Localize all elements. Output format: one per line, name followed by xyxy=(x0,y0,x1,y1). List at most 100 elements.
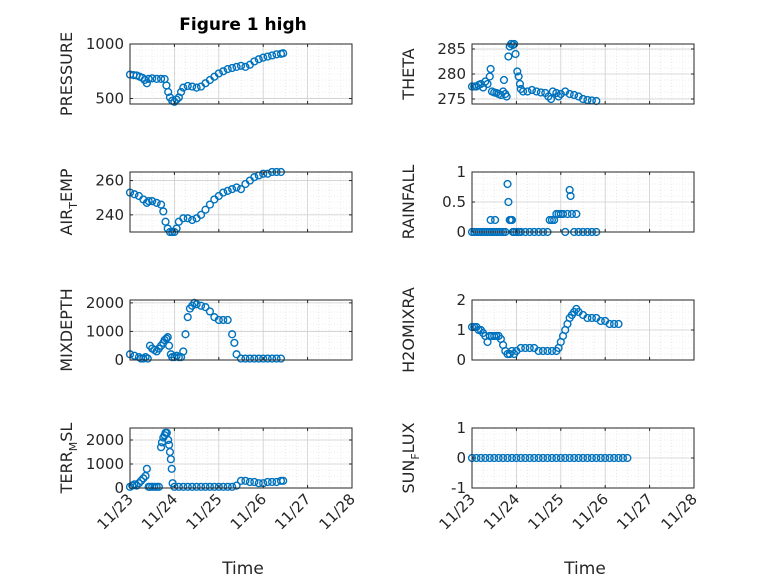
data-point xyxy=(574,92,583,101)
data-point xyxy=(241,476,250,485)
data-point xyxy=(201,205,210,214)
data-point xyxy=(523,87,532,96)
data-point xyxy=(156,443,166,452)
y-axis-label: RAINFALL xyxy=(399,165,418,240)
data-point xyxy=(219,67,228,76)
data-point xyxy=(181,330,190,339)
data-point xyxy=(179,83,188,92)
data-point xyxy=(609,319,619,329)
data-point xyxy=(516,453,525,463)
data-point xyxy=(499,75,509,85)
data-point xyxy=(578,453,588,463)
data-point xyxy=(232,62,241,72)
data-point xyxy=(228,482,237,491)
data-point xyxy=(164,87,173,97)
data-point xyxy=(134,479,143,488)
scatter-series xyxy=(125,428,288,491)
y-axis-label: H2OMIXRA xyxy=(399,287,418,373)
data-point xyxy=(196,210,206,219)
data-point xyxy=(546,94,556,104)
data-point xyxy=(614,453,623,463)
axes-box xyxy=(129,43,353,105)
data-point xyxy=(614,319,623,329)
data-point xyxy=(245,477,254,487)
data-point xyxy=(543,346,552,356)
data-point xyxy=(485,453,494,463)
data-point xyxy=(561,453,570,463)
data-point xyxy=(176,87,186,97)
y-tick-label: 0 xyxy=(114,479,124,497)
data-point xyxy=(223,186,232,195)
data-point xyxy=(532,87,541,96)
data-point xyxy=(276,354,286,363)
scatter-series xyxy=(467,39,601,106)
data-point xyxy=(547,346,557,356)
data-point xyxy=(152,198,161,207)
data-point xyxy=(566,191,575,201)
y-tick-label: 285 xyxy=(437,40,466,58)
data-point xyxy=(592,453,601,463)
data-point xyxy=(514,72,523,81)
data-point xyxy=(578,94,588,104)
data-point xyxy=(192,83,201,92)
data-point xyxy=(543,453,552,463)
x-tick-label: 11/28 xyxy=(658,490,701,533)
data-point xyxy=(139,474,148,483)
data-point xyxy=(503,453,512,463)
data-point xyxy=(512,453,521,463)
data-point xyxy=(232,350,241,359)
data-point xyxy=(214,315,223,325)
data-point xyxy=(223,482,232,491)
data-point xyxy=(164,440,174,449)
data-point xyxy=(525,343,534,353)
x-tick-label: 11/27 xyxy=(271,490,314,533)
y-tick-label: -1 xyxy=(451,479,466,497)
y-tick-label: 2 xyxy=(456,291,466,309)
data-point xyxy=(232,183,241,192)
data-point xyxy=(164,435,173,445)
data-point xyxy=(570,90,579,100)
scatter-series xyxy=(125,49,288,106)
data-point xyxy=(583,313,592,323)
data-point xyxy=(254,55,263,64)
x-tick-label: 11/24 xyxy=(138,490,181,533)
data-point xyxy=(565,89,574,99)
x-tick-label: 11/25 xyxy=(524,490,567,533)
data-point xyxy=(530,453,539,463)
scatter-series xyxy=(467,453,632,463)
data-point xyxy=(179,482,188,491)
y-tick-label: 280 xyxy=(437,65,466,83)
subplot-theta: 275 280 285 THETA xyxy=(399,39,695,108)
x-tick-label: 11/28 xyxy=(316,490,359,533)
data-point xyxy=(214,482,223,491)
y-tick-label: 2000 xyxy=(86,431,124,449)
x-tick-label: 11/27 xyxy=(613,490,656,533)
data-point xyxy=(236,61,246,70)
y-tick-label: 260 xyxy=(95,172,124,190)
data-point xyxy=(534,453,543,463)
data-point xyxy=(250,354,259,363)
data-point xyxy=(563,209,572,219)
data-point xyxy=(236,185,246,194)
data-point xyxy=(538,346,548,356)
data-point xyxy=(148,74,157,83)
data-point xyxy=(609,453,619,463)
data-point xyxy=(567,209,577,219)
figure-title: Figure 1 high xyxy=(179,15,307,35)
data-point xyxy=(527,85,537,95)
data-point xyxy=(172,95,181,104)
data-point xyxy=(137,476,146,485)
data-point xyxy=(232,481,241,490)
data-point xyxy=(623,453,632,463)
data-point xyxy=(163,333,172,342)
data-point xyxy=(142,464,151,473)
data-point xyxy=(516,343,525,353)
data-point xyxy=(485,72,494,81)
data-point xyxy=(196,301,206,310)
data-point xyxy=(267,354,277,363)
data-point xyxy=(554,92,563,101)
data-point xyxy=(254,479,263,488)
data-point xyxy=(144,74,153,84)
data-point xyxy=(205,482,215,491)
